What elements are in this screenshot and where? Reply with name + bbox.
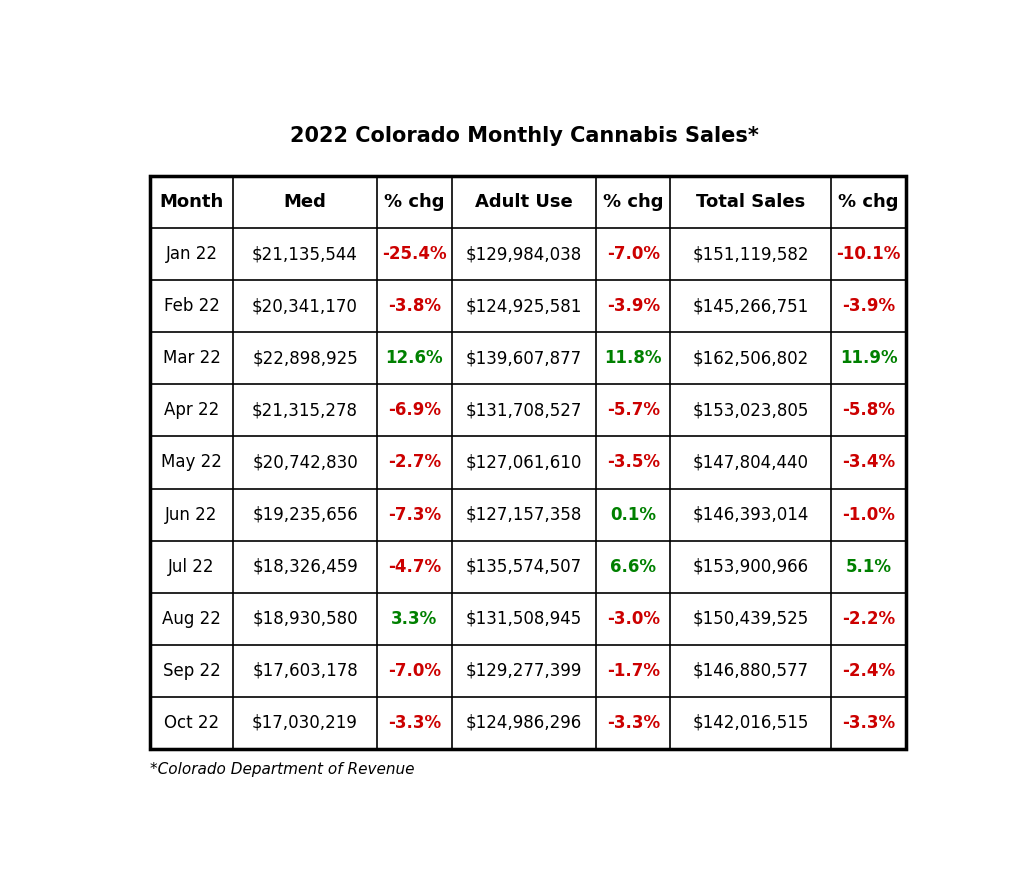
Text: $131,508,945: $131,508,945 — [466, 610, 582, 628]
Text: -25.4%: -25.4% — [382, 245, 446, 263]
Text: -3.8%: -3.8% — [388, 298, 441, 316]
Text: % chg: % chg — [603, 193, 664, 211]
Text: $17,603,178: $17,603,178 — [252, 662, 358, 679]
Text: -3.0%: -3.0% — [607, 610, 659, 628]
Text: Oct 22: Oct 22 — [164, 713, 219, 732]
Text: Month: Month — [160, 193, 223, 211]
Text: $127,061,610: $127,061,610 — [466, 453, 582, 471]
Text: $146,393,014: $146,393,014 — [692, 505, 809, 524]
Text: $153,023,805: $153,023,805 — [692, 401, 809, 419]
Text: $147,804,440: $147,804,440 — [693, 453, 809, 471]
Text: -4.7%: -4.7% — [388, 558, 441, 576]
Text: -3.3%: -3.3% — [842, 713, 895, 732]
Text: 2022 Colorado Monthly Cannabis Sales*: 2022 Colorado Monthly Cannabis Sales* — [291, 126, 759, 147]
Text: Feb 22: Feb 22 — [164, 298, 219, 316]
Text: -3.3%: -3.3% — [388, 713, 441, 732]
Text: $18,930,580: $18,930,580 — [252, 610, 357, 628]
Text: -3.4%: -3.4% — [842, 453, 895, 471]
Text: $20,341,170: $20,341,170 — [252, 298, 358, 316]
Text: -7.0%: -7.0% — [388, 662, 441, 679]
Text: $142,016,515: $142,016,515 — [692, 713, 809, 732]
Text: $124,986,296: $124,986,296 — [466, 713, 582, 732]
Text: 6.6%: 6.6% — [610, 558, 656, 576]
Text: $20,742,830: $20,742,830 — [252, 453, 358, 471]
Text: % chg: % chg — [384, 193, 444, 211]
Text: -1.7%: -1.7% — [607, 662, 659, 679]
Text: 5.1%: 5.1% — [846, 558, 892, 576]
Text: -2.7%: -2.7% — [388, 453, 441, 471]
Text: % chg: % chg — [839, 193, 899, 211]
Text: $150,439,525: $150,439,525 — [693, 610, 809, 628]
Text: $129,984,038: $129,984,038 — [466, 245, 582, 263]
Text: $129,277,399: $129,277,399 — [466, 662, 582, 679]
Text: *Colorado Department of Revenue: *Colorado Department of Revenue — [151, 762, 415, 777]
Text: $18,326,459: $18,326,459 — [252, 558, 358, 576]
Text: -7.3%: -7.3% — [388, 505, 441, 524]
Text: $21,135,544: $21,135,544 — [252, 245, 358, 263]
Text: -2.2%: -2.2% — [842, 610, 895, 628]
Text: 11.9%: 11.9% — [840, 350, 897, 367]
Text: Jan 22: Jan 22 — [166, 245, 217, 263]
Text: Aug 22: Aug 22 — [162, 610, 221, 628]
Text: 0.1%: 0.1% — [610, 505, 656, 524]
Text: $153,900,966: $153,900,966 — [693, 558, 809, 576]
Text: $22,898,925: $22,898,925 — [252, 350, 358, 367]
Text: $162,506,802: $162,506,802 — [693, 350, 809, 367]
Text: Mar 22: Mar 22 — [163, 350, 220, 367]
Text: -3.9%: -3.9% — [606, 298, 659, 316]
Text: $146,880,577: $146,880,577 — [693, 662, 809, 679]
Text: $21,315,278: $21,315,278 — [252, 401, 358, 419]
Text: $145,266,751: $145,266,751 — [693, 298, 809, 316]
Text: -5.8%: -5.8% — [842, 401, 895, 419]
Text: -1.0%: -1.0% — [842, 505, 895, 524]
Bar — [151, 176, 906, 749]
Text: -6.9%: -6.9% — [388, 401, 441, 419]
Text: 11.8%: 11.8% — [604, 350, 662, 367]
Text: Jun 22: Jun 22 — [165, 505, 218, 524]
Text: -3.5%: -3.5% — [607, 453, 659, 471]
Text: -2.4%: -2.4% — [842, 662, 895, 679]
Text: -7.0%: -7.0% — [607, 245, 659, 263]
Text: -5.7%: -5.7% — [607, 401, 659, 419]
Text: -3.9%: -3.9% — [842, 298, 895, 316]
Text: Total Sales: Total Sales — [696, 193, 806, 211]
Text: $139,607,877: $139,607,877 — [466, 350, 582, 367]
Text: $131,708,527: $131,708,527 — [466, 401, 582, 419]
Text: Med: Med — [284, 193, 327, 211]
Text: 12.6%: 12.6% — [386, 350, 443, 367]
Text: -10.1%: -10.1% — [837, 245, 901, 263]
Text: Jul 22: Jul 22 — [168, 558, 215, 576]
Text: $151,119,582: $151,119,582 — [692, 245, 809, 263]
Text: $124,925,581: $124,925,581 — [466, 298, 582, 316]
Text: -3.3%: -3.3% — [606, 713, 659, 732]
Text: $135,574,507: $135,574,507 — [466, 558, 582, 576]
Text: Apr 22: Apr 22 — [164, 401, 219, 419]
Text: $17,030,219: $17,030,219 — [252, 713, 358, 732]
Text: Adult Use: Adult Use — [475, 193, 572, 211]
Text: $19,235,656: $19,235,656 — [252, 505, 358, 524]
Text: May 22: May 22 — [161, 453, 222, 471]
Text: 3.3%: 3.3% — [391, 610, 437, 628]
Text: Sep 22: Sep 22 — [163, 662, 220, 679]
Text: $127,157,358: $127,157,358 — [466, 505, 582, 524]
